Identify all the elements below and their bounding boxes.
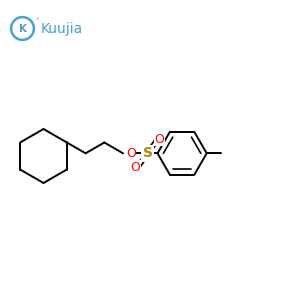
Text: O: O bbox=[131, 161, 141, 174]
Text: S: S bbox=[142, 146, 153, 160]
Text: Kuujia: Kuujia bbox=[40, 22, 83, 35]
Text: K: K bbox=[19, 23, 26, 34]
Text: O: O bbox=[154, 133, 164, 146]
Text: °: ° bbox=[35, 19, 39, 25]
Text: O: O bbox=[127, 147, 136, 160]
